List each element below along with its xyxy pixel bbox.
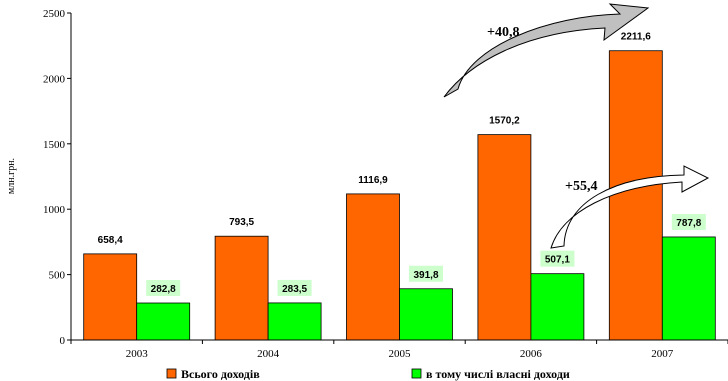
legend-label-total: Всього доходів <box>181 367 260 381</box>
legend: Всього доходів в тому числі власні доход… <box>166 367 570 381</box>
bar-total <box>608 50 663 341</box>
y-ticks: 0 500 1000 1500 2000 2500 <box>43 8 71 347</box>
data-label-total: 658,4 <box>98 235 123 246</box>
data-label-bg <box>146 280 181 297</box>
y-tick-label: 1000 <box>43 204 66 216</box>
x-tick-label: 2004 <box>257 348 280 360</box>
data-label-own: 282,8 <box>151 284 176 295</box>
data-label-own: 787,8 <box>676 218 701 229</box>
bar-own <box>267 302 322 341</box>
bars-layer <box>83 50 716 341</box>
legend-swatch-total <box>166 368 177 379</box>
y-tick-label: 500 <box>49 270 66 282</box>
data-label-total: 1116,9 <box>358 175 388 186</box>
data-label-total: 2211,6 <box>621 32 651 43</box>
curved-arrow-lower <box>550 165 710 249</box>
data-label-bg <box>540 250 575 267</box>
data-label-total: 793,5 <box>229 217 254 228</box>
data-label-own: 283,5 <box>282 284 307 295</box>
data-label-bg <box>671 213 706 230</box>
bar-total <box>477 134 532 341</box>
y-tick-label: 2000 <box>43 73 66 85</box>
bar-total <box>214 235 269 341</box>
data-label-own: 391,8 <box>413 270 438 281</box>
bar-own <box>136 302 191 341</box>
bar-own <box>399 288 453 341</box>
axes-layer <box>70 13 728 341</box>
bar-total <box>83 253 138 341</box>
curved-arrow-upper <box>443 3 650 98</box>
y-tick-label: 2500 <box>43 8 66 20</box>
x-tick-label: 2003 <box>126 348 149 360</box>
bar-own <box>530 273 585 341</box>
legend-swatch-own <box>411 368 422 379</box>
y-tick-label: 1500 <box>43 139 66 151</box>
y-tick-label: 0 <box>60 335 66 347</box>
x-ticks: 2003 2004 2005 2006 2007 <box>70 340 728 360</box>
x-tick-label: 2005 <box>389 348 412 360</box>
bar-total <box>346 193 400 341</box>
growth-annotation-lower: +55,4 <box>565 179 597 194</box>
data-label-bg <box>409 265 443 282</box>
data-label-own: 507,1 <box>545 255 570 266</box>
growth-annotation-upper: +40,8 <box>487 25 519 40</box>
data-labels: 658,4 282,8 793,5 283,5 1116,9 391,8 1570,2 507… <box>98 32 706 297</box>
x-tick-label: 2007 <box>651 348 674 360</box>
data-label-bg <box>277 279 312 296</box>
bar-own <box>661 236 716 341</box>
legend-label-own: в тому числі власні доходи <box>426 367 570 381</box>
data-label-total: 1570,2 <box>489 116 520 127</box>
y-axis-label: млн.грн. <box>6 158 17 194</box>
x-tick-label: 2006 <box>520 348 543 360</box>
